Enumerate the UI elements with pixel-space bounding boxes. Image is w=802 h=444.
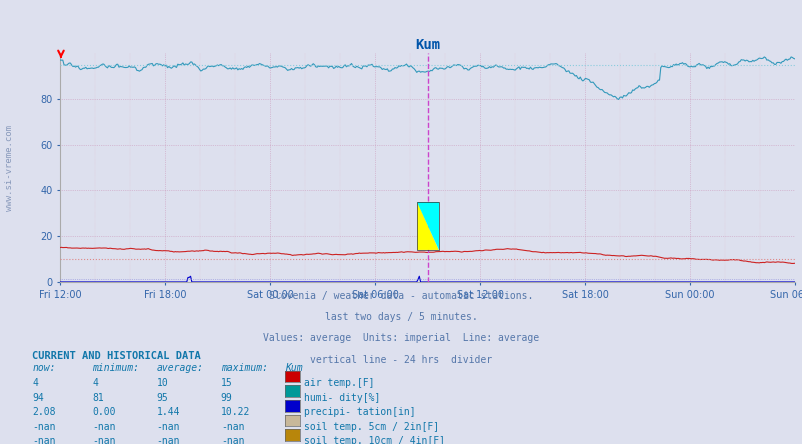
Text: 99: 99: [221, 392, 233, 403]
Text: -nan: -nan: [156, 436, 180, 444]
Text: -nan: -nan: [32, 436, 55, 444]
Text: 15: 15: [221, 378, 233, 388]
Text: Values: average  Units: imperial  Line: average: Values: average Units: imperial Line: av…: [263, 333, 539, 344]
Text: 95: 95: [156, 392, 168, 403]
Text: -nan: -nan: [221, 436, 244, 444]
Text: CURRENT AND HISTORICAL DATA: CURRENT AND HISTORICAL DATA: [32, 351, 200, 361]
Polygon shape: [417, 202, 438, 250]
Text: -nan: -nan: [92, 436, 115, 444]
Text: 81: 81: [92, 392, 104, 403]
Text: precipi- tation[in]: precipi- tation[in]: [303, 407, 415, 417]
Text: -nan: -nan: [32, 422, 55, 432]
Text: -nan: -nan: [156, 422, 180, 432]
Polygon shape: [417, 202, 438, 250]
Text: last two days / 5 minutes.: last two days / 5 minutes.: [325, 312, 477, 322]
Text: 94: 94: [32, 392, 44, 403]
Text: maximum:: maximum:: [221, 363, 268, 373]
Text: average:: average:: [156, 363, 204, 373]
Text: 1.44: 1.44: [156, 407, 180, 417]
Text: 10: 10: [156, 378, 168, 388]
Text: now:: now:: [32, 363, 55, 373]
Text: air temp.[F]: air temp.[F]: [303, 378, 374, 388]
Text: soil temp. 10cm / 4in[F]: soil temp. 10cm / 4in[F]: [303, 436, 444, 444]
Text: www.si-vreme.com: www.si-vreme.com: [5, 125, 14, 210]
Text: minimum:: minimum:: [92, 363, 140, 373]
Text: 10.22: 10.22: [221, 407, 250, 417]
Text: 4: 4: [92, 378, 98, 388]
Text: 2.08: 2.08: [32, 407, 55, 417]
Text: Kum: Kum: [285, 363, 302, 373]
Text: -nan: -nan: [221, 422, 244, 432]
Text: Slovenia / weather data - automatic stations.: Slovenia / weather data - automatic stat…: [269, 291, 533, 301]
Text: vertical line - 24 hrs  divider: vertical line - 24 hrs divider: [310, 355, 492, 365]
Title: Kum: Kum: [415, 38, 439, 52]
Text: soil temp. 5cm / 2in[F]: soil temp. 5cm / 2in[F]: [303, 422, 438, 432]
Text: -nan: -nan: [92, 422, 115, 432]
Text: humi- dity[%]: humi- dity[%]: [303, 392, 379, 403]
Bar: [417, 202, 438, 250]
Text: 4: 4: [32, 378, 38, 388]
Text: 0.00: 0.00: [92, 407, 115, 417]
